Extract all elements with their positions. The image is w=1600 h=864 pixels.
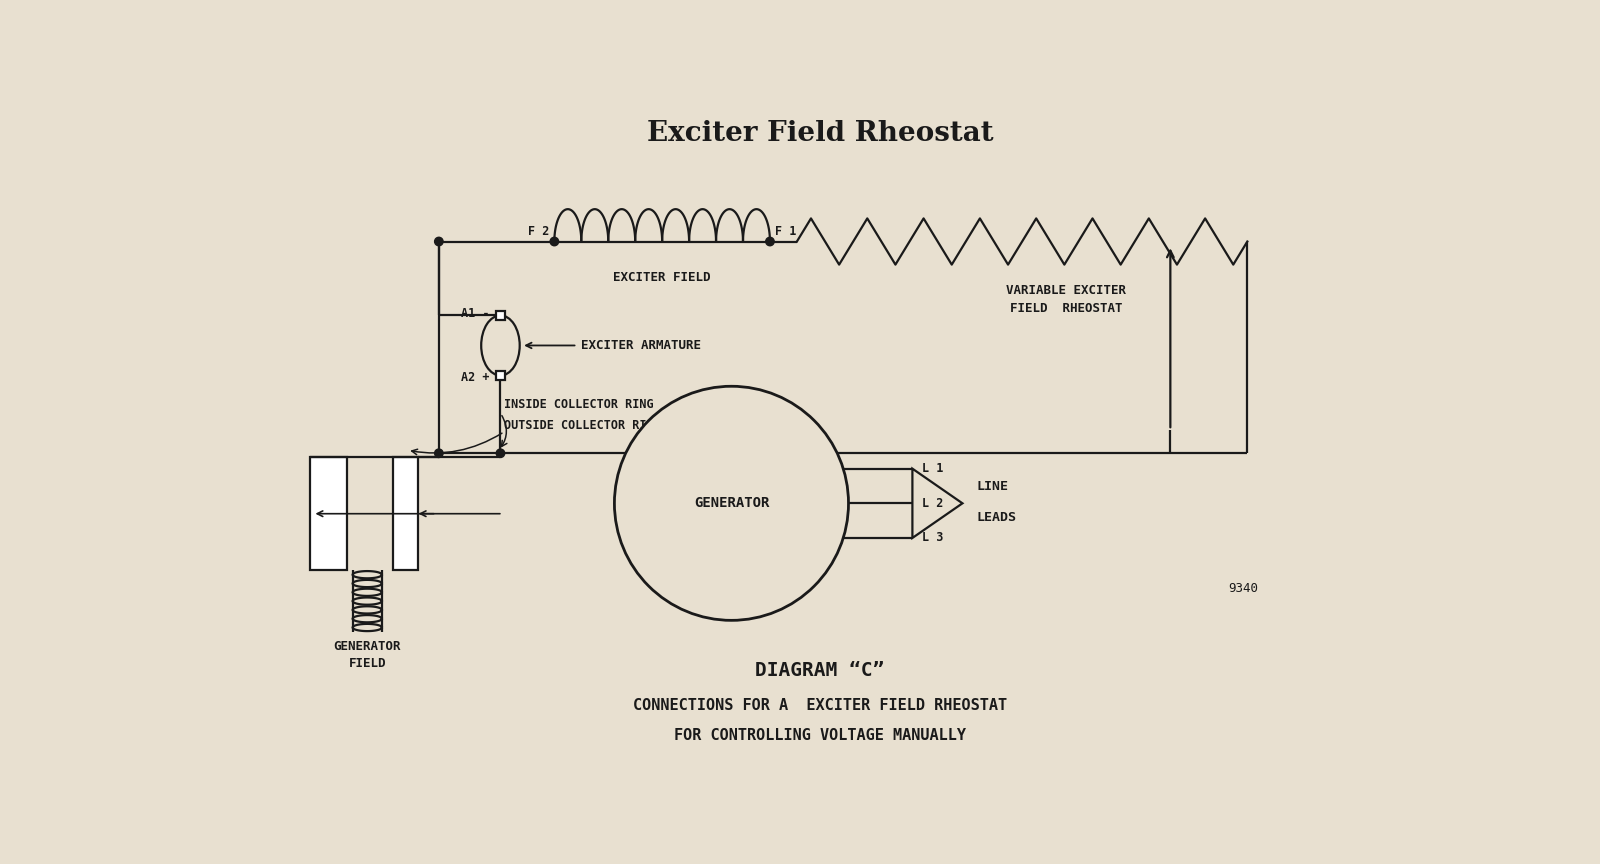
Text: GENERATOR
FIELD: GENERATOR FIELD	[333, 639, 402, 670]
Text: FOR CONTROLLING VOLTAGE MANUALLY: FOR CONTROLLING VOLTAGE MANUALLY	[674, 727, 966, 742]
Ellipse shape	[482, 315, 520, 376]
Text: L 1: L 1	[922, 462, 942, 475]
Bar	[310, 457, 347, 570]
Text: 9340: 9340	[1229, 581, 1259, 594]
Bar	[496, 311, 506, 320]
Text: LEADS: LEADS	[976, 511, 1016, 524]
Circle shape	[496, 449, 504, 458]
Text: INSIDE COLLECTOR RING: INSIDE COLLECTOR RING	[504, 398, 654, 411]
Text: EXCITER ARMATURE: EXCITER ARMATURE	[581, 339, 701, 352]
Text: A1 -: A1 -	[461, 307, 490, 320]
Text: LINE: LINE	[976, 480, 1008, 492]
Circle shape	[766, 238, 774, 245]
Text: GENERATOR: GENERATOR	[694, 496, 770, 511]
Text: L 3: L 3	[922, 531, 942, 544]
Text: VARIABLE EXCITER
FIELD  RHEOSTAT: VARIABLE EXCITER FIELD RHEOSTAT	[1006, 284, 1126, 314]
Bar	[496, 371, 506, 380]
Text: A2 +: A2 +	[461, 372, 490, 384]
Text: F 2: F 2	[528, 225, 549, 238]
Text: F 1: F 1	[776, 225, 797, 238]
Circle shape	[550, 238, 558, 245]
Bar	[394, 457, 418, 570]
Text: L 2: L 2	[922, 497, 942, 510]
Text: DIAGRAM “C”: DIAGRAM “C”	[755, 661, 885, 680]
Text: OUTSIDE COLLECTOR RING: OUTSIDE COLLECTOR RING	[504, 419, 661, 432]
Text: Exciter Field Rheostat: Exciter Field Rheostat	[646, 120, 994, 147]
Circle shape	[435, 238, 443, 245]
Circle shape	[435, 449, 443, 458]
Text: EXCITER FIELD: EXCITER FIELD	[613, 270, 710, 283]
Text: CONNECTIONS FOR A  EXCITER FIELD RHEOSTAT: CONNECTIONS FOR A EXCITER FIELD RHEOSTAT	[634, 698, 1006, 714]
Circle shape	[614, 386, 848, 620]
